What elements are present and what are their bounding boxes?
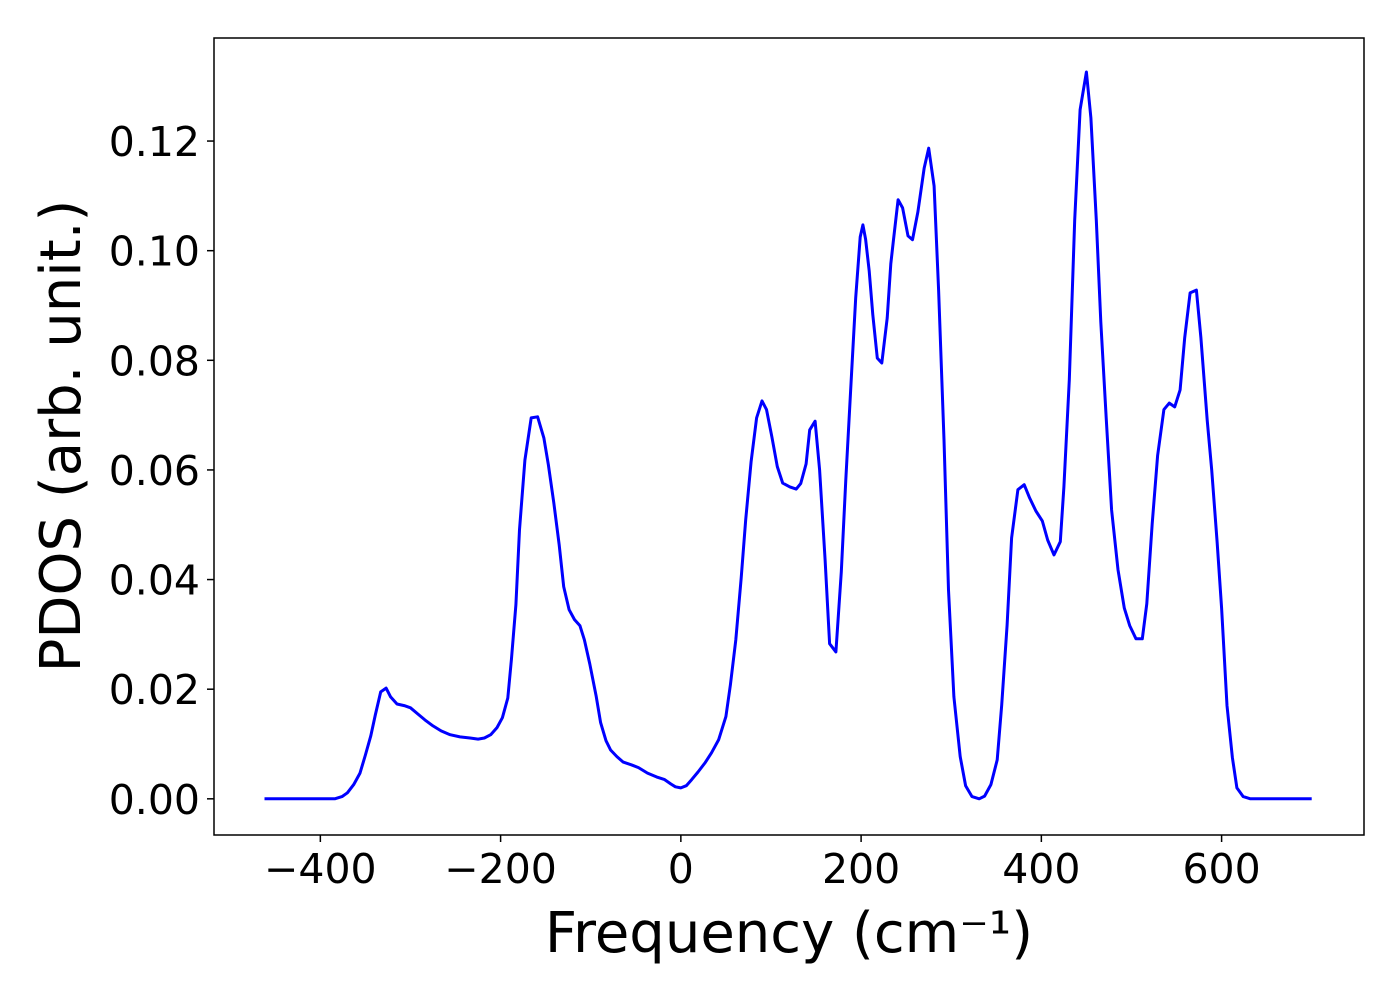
y-tick-label: 0.12 bbox=[109, 118, 200, 166]
y-tick-label: 0.10 bbox=[109, 228, 200, 276]
y-tick-label: 0.04 bbox=[109, 557, 200, 605]
x-tick-label: −400 bbox=[264, 845, 377, 893]
y-tick-label: 0.06 bbox=[109, 447, 200, 495]
x-tick-label: 400 bbox=[1002, 845, 1080, 893]
y-tick-label: 0.08 bbox=[109, 337, 200, 385]
x-axis-label: Frequency (cm⁻¹) bbox=[545, 901, 1033, 966]
data-line bbox=[264, 70, 1312, 801]
x-tick-label: −200 bbox=[444, 845, 557, 893]
x-tick-label: 600 bbox=[1182, 845, 1260, 893]
y-tick-label: 0.00 bbox=[109, 776, 200, 824]
plot-frame bbox=[213, 37, 1365, 836]
y-tick-label: 0.02 bbox=[109, 666, 200, 714]
x-tick-label: 0 bbox=[668, 845, 694, 893]
x-tick-label: 200 bbox=[822, 845, 900, 893]
y-axis-label: PDOS (arb. unit.) bbox=[29, 200, 94, 673]
